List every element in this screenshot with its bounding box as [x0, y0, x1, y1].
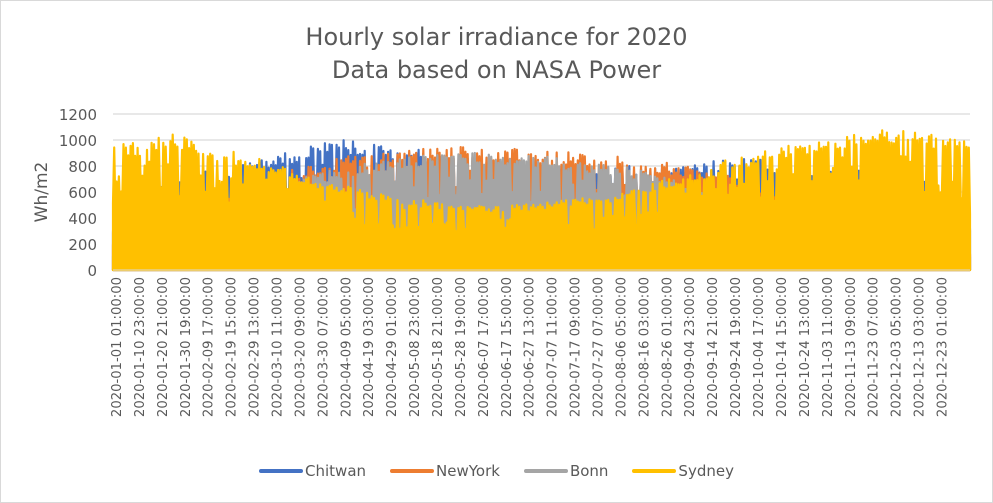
- x-tick-label: 2020-12-23 01:00:00: [936, 277, 951, 417]
- x-tick-label: 2020-12-13 03:00:00: [913, 277, 928, 417]
- legend-swatch: [523, 469, 568, 473]
- x-tick-label: 2020-10-04 17:00:00: [752, 277, 767, 417]
- x-tick-label: 2020-11-03 11:00:00: [821, 277, 836, 417]
- x-tick-label: 2020-06-27 13:00:00: [523, 277, 538, 417]
- y-tick-label: 200: [68, 236, 97, 254]
- x-tick-label: 2020-07-07 11:00:00: [546, 277, 561, 417]
- x-tick-label: 2020-08-06 05:00:00: [615, 277, 630, 417]
- x-tick-label: 2020-09-14 21:00:00: [706, 277, 721, 417]
- x-tick-label: 2020-12-03 05:00:00: [890, 277, 905, 417]
- legend-item-bonn: Bonn: [523, 462, 609, 480]
- legend-item-newyork: NewYork: [390, 462, 500, 480]
- x-tick-label: 2020-02-09 17:00:00: [202, 277, 217, 417]
- x-tick-label: 2020-02-29 13:00:00: [248, 277, 263, 417]
- legend-swatch: [259, 469, 304, 473]
- legend-label: Bonn: [569, 462, 609, 480]
- x-tick-label: 2020-01-20 21:00:00: [156, 277, 171, 417]
- y-tick-label: 600: [68, 184, 97, 202]
- y-tick-label: 400: [68, 210, 97, 228]
- x-tick-label: 2020-03-20 09:00:00: [293, 277, 308, 417]
- y-tick-label: 800: [68, 158, 97, 176]
- x-tick-label: 2020-06-07 17:00:00: [477, 277, 492, 417]
- legend-swatch: [632, 469, 677, 473]
- legend-item-chitwan: Chitwan: [259, 462, 366, 480]
- x-tick-label: 2020-10-14 15:00:00: [775, 277, 790, 417]
- series-sydney: [111, 129, 972, 272]
- x-tick-label: 2020-07-17 09:00:00: [569, 277, 584, 417]
- x-tick-label: 2020-01-01 01:00:00: [110, 277, 125, 417]
- chart-title: Hourly solar irradiance for 2020: [305, 23, 688, 51]
- legend: Chitwan NewYork Bonn Sydney: [0, 462, 993, 480]
- x-tick-label: 2020-10-24 13:00:00: [798, 277, 813, 417]
- legend-label: Chitwan: [305, 462, 367, 480]
- x-tick-label: 2020-02-19 15:00:00: [225, 277, 240, 417]
- x-tick-label: 2020-04-19 03:00:00: [362, 277, 377, 417]
- x-tick-label: 2020-03-30 07:00:00: [316, 277, 331, 417]
- y-tick-label: 1000: [59, 132, 97, 150]
- x-tick-label: 2020-04-09 05:00:00: [339, 277, 354, 417]
- legend-label: Sydney: [678, 462, 734, 480]
- x-tick-label: 2020-06-17 15:00:00: [500, 277, 515, 417]
- x-tick-label: 2020-09-24 19:00:00: [729, 277, 744, 417]
- y-tick-label: 0: [87, 262, 97, 280]
- x-tick-label: 2020-05-28 19:00:00: [454, 277, 469, 417]
- x-tick-label: 2020-01-10 23:00:00: [133, 277, 148, 417]
- x-tick-label: 2020-11-13 09:00:00: [844, 277, 859, 417]
- x-tick-label: 2020-11-23 07:00:00: [867, 277, 882, 417]
- y-tick-label: 1200: [59, 106, 97, 124]
- x-tick-label: 2020-09-04 23:00:00: [683, 277, 698, 417]
- legend-swatch: [390, 469, 435, 473]
- x-tick-label: 2020-08-26 01:00:00: [660, 277, 675, 417]
- x-tick-label: 2020-04-29 01:00:00: [385, 277, 400, 417]
- x-tick-label: 2020-08-16 03:00:00: [637, 277, 652, 417]
- x-tick-label: 2020-05-08 23:00:00: [408, 277, 423, 417]
- x-tick-label: 2020-07-27 07:00:00: [592, 277, 607, 417]
- x-tick-label: 2020-01-30 19:00:00: [179, 277, 194, 417]
- y-axis-title: Wh/m2: [32, 162, 52, 223]
- x-tick-label: 2020-03-10 11:00:00: [271, 277, 286, 417]
- legend-item-sydney: Sydney: [632, 462, 734, 480]
- x-tick-label: 2020-05-18 21:00:00: [431, 277, 446, 417]
- legend-label: NewYork: [436, 462, 500, 480]
- chart-subtitle: Data based on NASA Power: [331, 56, 662, 84]
